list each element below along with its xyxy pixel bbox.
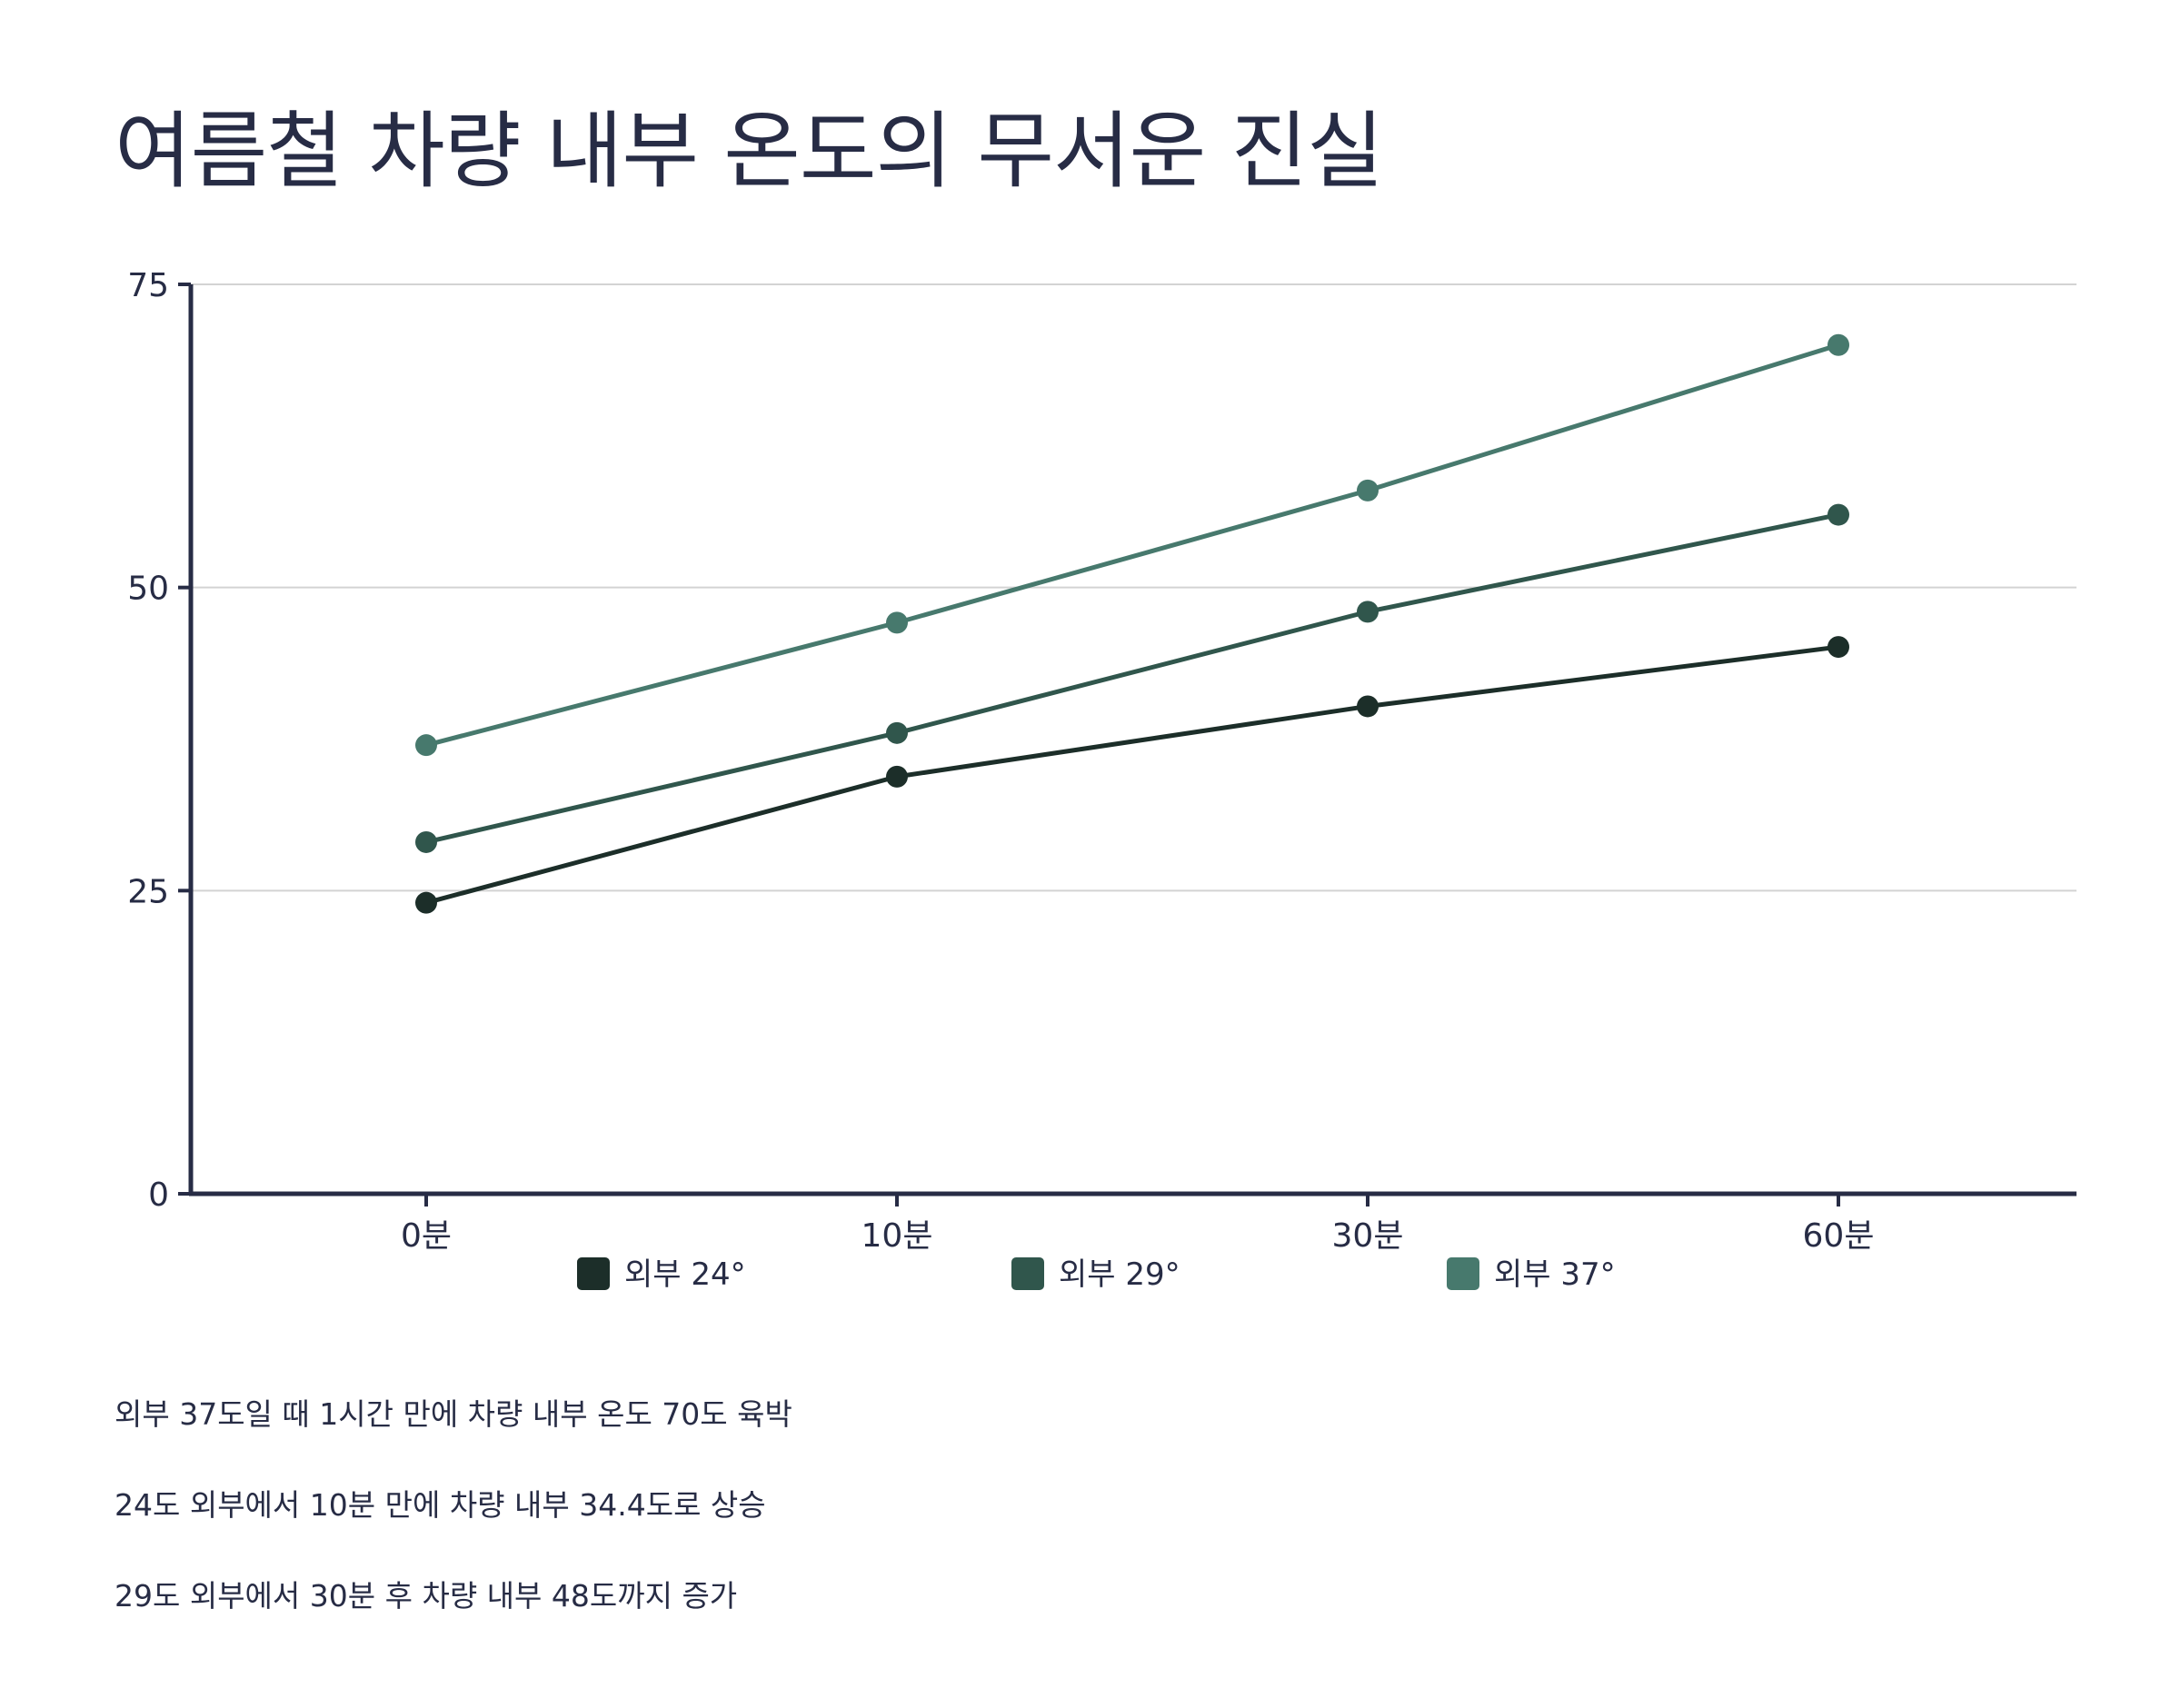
chart-title: 여름철 차량 내부 온도의 무서운 진실	[115, 103, 1384, 200]
axes: 0 25 50 75 0분 10분 30분 60분	[127, 267, 2076, 1255]
legend-swatch-2	[1011, 1257, 1044, 1290]
data-point-3-1	[415, 734, 437, 757]
legend-label: 외부 29°	[1059, 1256, 1180, 1293]
x-tick-label: 10분	[861, 1217, 933, 1255]
annotation-1: 외부 37도일 때 1시간 만에 차량 내부 온도 70도 육박	[115, 1396, 792, 1432]
annotation-3: 29도 외부에서 30분 후 차량 내부 48도까지 증가	[115, 1578, 738, 1614]
series-line-1	[425, 644, 1839, 906]
annotation-2: 24도 외부에서 10분 만에 차량 내부 34.4도로 상승	[115, 1487, 766, 1523]
x-tick-label: 30분	[1332, 1217, 1404, 1255]
data-point-3-2	[886, 611, 908, 634]
data-point-1-1	[415, 891, 437, 914]
y-tick-label: 0	[148, 1177, 169, 1214]
data-point-3-4	[1827, 333, 1849, 356]
data-point-1-2	[886, 765, 908, 788]
legend-label: 외부 24°	[624, 1256, 746, 1293]
data-point-2-3	[1357, 601, 1379, 623]
legend: 외부 24° 외부 29° 외부 37°	[577, 1256, 1616, 1293]
data-point-2-4	[1827, 503, 1849, 526]
y-tick-label: 25	[127, 873, 169, 910]
legend-label: 외부 37°	[1494, 1256, 1616, 1293]
x-tick-label: 60분	[1803, 1217, 1875, 1255]
y-tick-label: 75	[127, 267, 169, 304]
legend-swatch-1	[577, 1257, 610, 1290]
legend-swatch-3	[1447, 1257, 1479, 1290]
data-point-3-3	[1357, 479, 1379, 501]
series-lines	[415, 333, 1849, 914]
y-tick-label: 50	[127, 571, 169, 608]
series-line-3	[425, 343, 1839, 748]
data-point-1-3	[1357, 695, 1379, 718]
data-point-1-4	[1827, 636, 1849, 659]
grid-lines	[191, 283, 2076, 892]
series-line-2	[425, 512, 1839, 845]
data-point-2-2	[886, 721, 908, 744]
x-tick-label: 0분	[401, 1217, 452, 1255]
data-point-2-1	[415, 830, 437, 853]
